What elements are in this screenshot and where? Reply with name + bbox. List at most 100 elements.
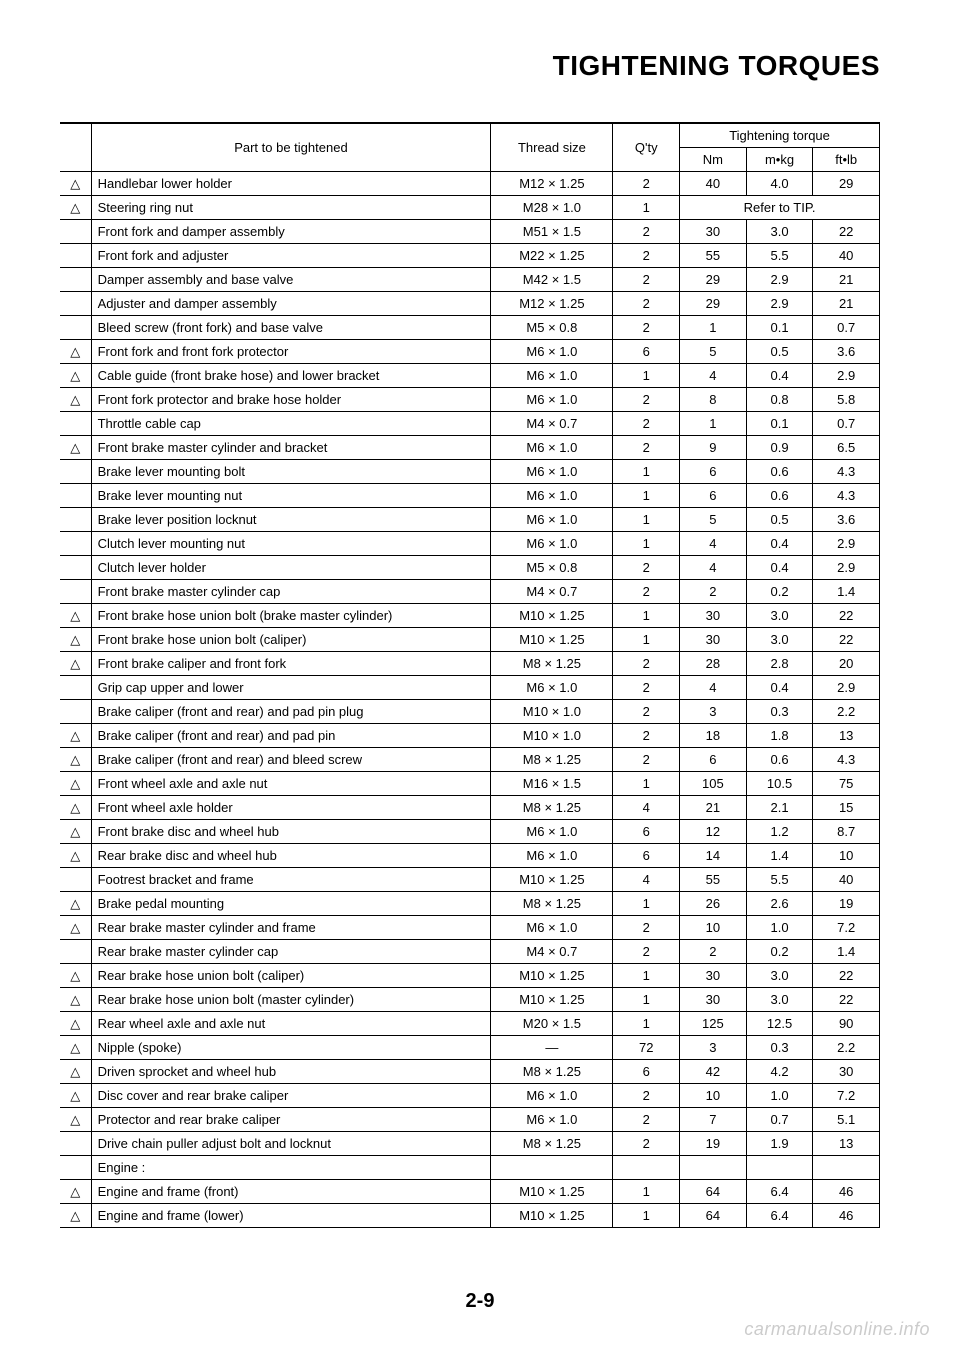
row-icon-cell xyxy=(60,1132,91,1156)
part-cell: Steering ring nut xyxy=(91,196,491,220)
row-icon-cell: △ xyxy=(60,916,91,940)
qty-cell: 2 xyxy=(613,1084,680,1108)
triangle-icon: △ xyxy=(70,201,80,214)
ftlb-cell: 3.6 xyxy=(813,508,880,532)
triangle-icon: △ xyxy=(70,177,80,190)
thread-cell: M6 × 1.0 xyxy=(491,1108,613,1132)
mkg-cell: 0.8 xyxy=(746,388,813,412)
thread-cell: M10 × 1.25 xyxy=(491,988,613,1012)
triangle-icon: △ xyxy=(70,825,80,838)
thread-cell: M8 × 1.25 xyxy=(491,1060,613,1084)
mkg-cell: 0.4 xyxy=(746,532,813,556)
part-cell: Front fork and damper assembly xyxy=(91,220,491,244)
row-icon-cell xyxy=(60,244,91,268)
nm-cell: 29 xyxy=(680,268,747,292)
table-row: Adjuster and damper assemblyM12 × 1.2522… xyxy=(60,292,880,316)
nm-cell: 30 xyxy=(680,628,747,652)
nm-cell: 29 xyxy=(680,292,747,316)
triangle-icon: △ xyxy=(70,1185,80,1198)
ftlb-cell: 22 xyxy=(813,988,880,1012)
ftlb-cell: 21 xyxy=(813,268,880,292)
nm-cell: 30 xyxy=(680,988,747,1012)
row-icon-cell: △ xyxy=(60,724,91,748)
nm-cell: 3 xyxy=(680,700,747,724)
nm-cell xyxy=(680,1156,747,1180)
ftlb-cell: 2.2 xyxy=(813,700,880,724)
part-cell: Front wheel axle holder xyxy=(91,796,491,820)
row-icon-cell xyxy=(60,460,91,484)
thread-cell: M10 × 1.25 xyxy=(491,628,613,652)
triangle-icon: △ xyxy=(70,1113,80,1126)
ftlb-cell: 90 xyxy=(813,1012,880,1036)
part-cell: Engine and frame (lower) xyxy=(91,1204,491,1228)
mkg-cell: 2.9 xyxy=(746,268,813,292)
mkg-cell: 3.0 xyxy=(746,220,813,244)
nm-cell: 64 xyxy=(680,1180,747,1204)
ftlb-cell: 13 xyxy=(813,724,880,748)
nm-cell: 19 xyxy=(680,1132,747,1156)
row-icon-cell: △ xyxy=(60,1036,91,1060)
part-cell: Brake lever mounting nut xyxy=(91,484,491,508)
part-cell: Brake caliper (front and rear) and pad p… xyxy=(91,700,491,724)
qty-cell: 2 xyxy=(613,268,680,292)
row-icon-cell xyxy=(60,316,91,340)
table-row: △Driven sprocket and wheel hubM8 × 1.256… xyxy=(60,1060,880,1084)
nm-cell: 7 xyxy=(680,1108,747,1132)
part-cell: Cable guide (front brake hose) and lower… xyxy=(91,364,491,388)
mkg-cell: 0.1 xyxy=(746,316,813,340)
ftlb-cell: 8.7 xyxy=(813,820,880,844)
triangle-icon: △ xyxy=(70,849,80,862)
qty-cell: 2 xyxy=(613,556,680,580)
part-cell: Brake caliper (front and rear) and bleed… xyxy=(91,748,491,772)
part-cell: Rear brake hose union bolt (master cylin… xyxy=(91,988,491,1012)
triangle-icon: △ xyxy=(70,1209,80,1222)
nm-cell: 3 xyxy=(680,1036,747,1060)
mkg-cell: 6.4 xyxy=(746,1204,813,1228)
nm-cell: 5 xyxy=(680,508,747,532)
refer-cell: Refer to TIP. xyxy=(680,196,880,220)
table-row: Engine : xyxy=(60,1156,880,1180)
table-row: △Rear brake disc and wheel hubM6 × 1.061… xyxy=(60,844,880,868)
table-row: Drive chain puller adjust bolt and lockn… xyxy=(60,1132,880,1156)
row-icon-cell: △ xyxy=(60,748,91,772)
nm-cell: 40 xyxy=(680,172,747,196)
table-row: △Front brake hose union bolt (brake mast… xyxy=(60,604,880,628)
mkg-cell: 0.9 xyxy=(746,436,813,460)
thread-cell: M20 × 1.5 xyxy=(491,1012,613,1036)
thread-cell: M28 × 1.0 xyxy=(491,196,613,220)
row-icon-cell: △ xyxy=(60,988,91,1012)
thread-cell: M10 × 1.0 xyxy=(491,700,613,724)
thread-cell: M5 × 0.8 xyxy=(491,316,613,340)
part-cell: Rear brake master cylinder cap xyxy=(91,940,491,964)
mkg-cell: 12.5 xyxy=(746,1012,813,1036)
qty-cell: 2 xyxy=(613,676,680,700)
thread-cell: M6 × 1.0 xyxy=(491,916,613,940)
thread-cell: M8 × 1.25 xyxy=(491,652,613,676)
qty-cell: 2 xyxy=(613,700,680,724)
row-icon-cell xyxy=(60,484,91,508)
triangle-icon: △ xyxy=(70,753,80,766)
qty-cell: 2 xyxy=(613,1108,680,1132)
thread-cell: — xyxy=(491,1036,613,1060)
qty-cell: 72 xyxy=(613,1036,680,1060)
mkg-cell: 2.9 xyxy=(746,292,813,316)
table-row: Footrest bracket and frameM10 × 1.254555… xyxy=(60,868,880,892)
thread-cell: M10 × 1.25 xyxy=(491,1204,613,1228)
qty-cell xyxy=(613,1156,680,1180)
thread-cell: M10 × 1.25 xyxy=(491,868,613,892)
ftlb-cell: 2.2 xyxy=(813,1036,880,1060)
part-cell: Handlebar lower holder xyxy=(91,172,491,196)
thread-cell: M8 × 1.25 xyxy=(491,748,613,772)
table-row: △Front fork protector and brake hose hol… xyxy=(60,388,880,412)
ftlb-cell: 40 xyxy=(813,244,880,268)
ftlb-cell: 10 xyxy=(813,844,880,868)
triangle-icon: △ xyxy=(70,1065,80,1078)
part-cell: Front brake hose union bolt (brake maste… xyxy=(91,604,491,628)
torque-table: Part to be tightened Thread size Q'ty Ti… xyxy=(60,122,880,1228)
part-cell: Disc cover and rear brake caliper xyxy=(91,1084,491,1108)
part-cell: Front brake caliper and front fork xyxy=(91,652,491,676)
triangle-icon: △ xyxy=(70,729,80,742)
ftlb-cell: 7.2 xyxy=(813,1084,880,1108)
ftlb-cell: 22 xyxy=(813,628,880,652)
row-icon-cell xyxy=(60,676,91,700)
